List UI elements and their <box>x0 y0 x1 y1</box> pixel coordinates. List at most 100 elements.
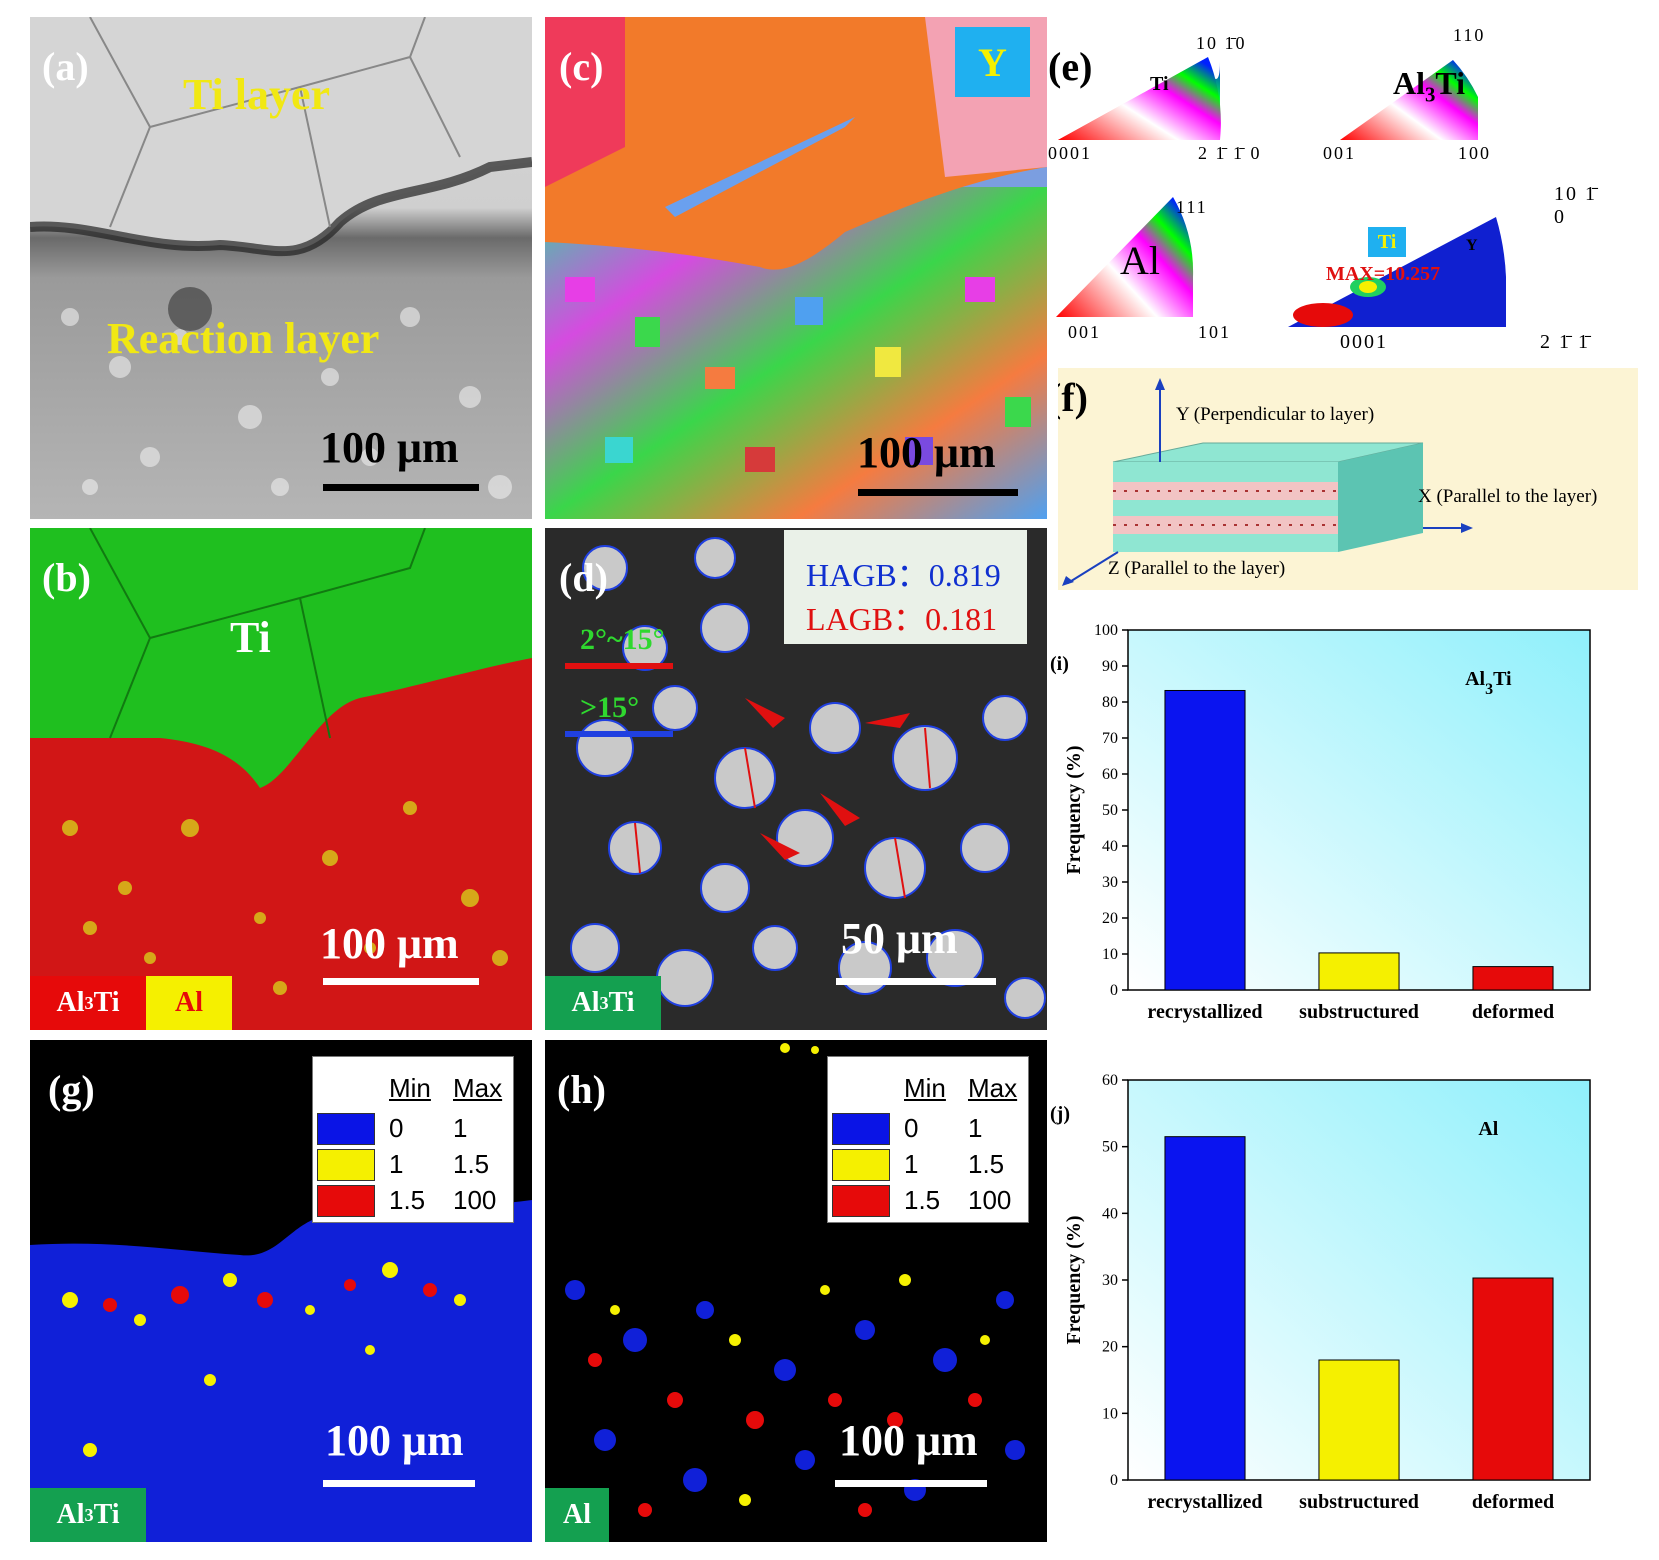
chart-j-al-frequency: 0 10 20 30 40 50 60 recrystallized substructured… <box>1050 1072 1591 1513</box>
scale-bar-c <box>858 489 1018 496</box>
pf-max: MAX=10.257 <box>1326 263 1441 285</box>
text-reaction-layer: Reaction layer <box>107 314 380 363</box>
bar-substructured <box>1318 952 1400 991</box>
chart-title: Al <box>1478 1118 1498 1140</box>
scale-bar-g <box>323 1480 475 1487</box>
ipf-ti-top: 10 1̄0 <box>1196 33 1247 53</box>
panel-e-ipf-keys: (e) Ti 10 1̄0 0001 2 1̄ 1̄ 0 Al3Ti 110 0… <box>1048 17 1608 357</box>
x-category-label: deformed <box>1472 1491 1554 1513</box>
tag-al3ti-g: Al 3 Ti <box>30 1488 146 1542</box>
y-tick-label: 0 <box>1110 982 1118 999</box>
legend-min-header: Min <box>389 1073 431 1103</box>
legend-row: 1 1.5 <box>313 1149 513 1181</box>
axis-y-label: Y (Perpendicular to layer) <box>1176 404 1375 425</box>
sem-microstructure <box>30 17 532 499</box>
legend-high-angle-label: >15° <box>580 691 640 724</box>
panel-c-ipf-map: (c) Y 100 μm <box>545 17 1047 519</box>
bar-deformed <box>1472 966 1554 991</box>
y-tick-label: 60 <box>1102 766 1118 783</box>
scale-bar-label-h: 100 μm <box>839 1416 978 1465</box>
legend-min-value: 1 <box>904 1149 919 1179</box>
legend-max-value: 1 <box>968 1113 983 1143</box>
ipf-ti-name: Ti <box>1150 73 1169 95</box>
legend-swatch-red <box>317 1185 375 1217</box>
legend-max-value: 1.5 <box>453 1149 490 1179</box>
panel-label-g: (g) <box>48 1067 95 1112</box>
scale-bar-label-b: 100 μm <box>320 919 459 968</box>
panel-label-h: (h) <box>557 1067 606 1112</box>
y-tick-label: 30 <box>1102 874 1118 891</box>
legend-max-header: Max <box>968 1073 1018 1103</box>
kam-map-image-g <box>30 1200 532 1542</box>
pf-right: 2 1̄ 1̄ 0 <box>1540 331 1590 357</box>
bar-recrystallized <box>1164 689 1246 991</box>
legend-max-value: 1.5 <box>968 1149 1005 1179</box>
hagb-label: HAGB： <box>806 557 929 593</box>
ipf-map-image <box>545 17 1047 519</box>
panel-label: (j) <box>1050 1103 1070 1125</box>
legend-row: 1.5 100 <box>828 1185 1028 1217</box>
legend-min-header: Min <box>904 1073 946 1103</box>
y-axis-label: Frequency (%) <box>1063 745 1085 874</box>
legend-min-value: 1.5 <box>904 1185 941 1215</box>
x-category-label: deformed <box>1472 1001 1554 1023</box>
pf-left: 0001 <box>1340 331 1388 353</box>
y-tick-label: 20 <box>1102 910 1118 927</box>
panel-label-f: (f) <box>1058 375 1088 420</box>
legend-max-header: Max <box>453 1073 503 1103</box>
bar-recrystallized <box>1164 1136 1246 1481</box>
legend-swatch-red <box>832 1185 890 1217</box>
phase-map-image <box>30 528 532 995</box>
pf-top: 10 1̄ 0 <box>1554 183 1597 228</box>
legend-row: 1.5 100 <box>313 1185 513 1217</box>
lagb-value: 0.181 <box>925 601 998 637</box>
panel-b-phase-map: (b) Ti 100 μm Al 3 Ti Al <box>30 528 532 1030</box>
y-tick-label: 70 <box>1102 730 1118 747</box>
ipf-al3ti-left: 001 <box>1323 143 1356 163</box>
panel-label-c: (c) <box>559 44 604 89</box>
scale-bar-b <box>323 978 479 985</box>
y-tick-label: 50 <box>1102 1139 1118 1156</box>
scale-bar-label-a: 100 μm <box>320 423 459 472</box>
legend-max-value: 1 <box>453 1113 468 1143</box>
text-ti-phase: Ti <box>230 613 271 662</box>
ipf-triangles <box>1056 57 1506 327</box>
ipf-al3ti-name: Al3Ti <box>1393 65 1466 107</box>
scale-bar-d <box>836 978 996 985</box>
legend-low-angle-label: 2°~15° <box>580 623 665 656</box>
scale-bar-h <box>835 1480 987 1487</box>
lagb-label: LAGB： <box>806 601 926 637</box>
legend-max-value: 100 <box>453 1185 497 1215</box>
legend-swatch-yellow <box>832 1149 890 1181</box>
y-tick-label: 40 <box>1102 838 1118 855</box>
tag-al-h: Al <box>545 1488 609 1542</box>
y-tick-label: 40 <box>1102 1205 1118 1222</box>
x-category-label: substructured <box>1299 1491 1419 1513</box>
panel-d-grain-boundary-map: (d) HAGB：0.819 LAGB：0.181 2°~15° >15° 50… <box>545 528 1047 1030</box>
text-ti-layer: Ti layer <box>183 70 331 119</box>
axis-z-label: Z (Parallel to the layer) <box>1108 558 1286 579</box>
bar-deformed <box>1472 1277 1554 1481</box>
tag-al3ti-d: Al 3 Ti <box>545 976 661 1030</box>
hagb-lagb-box: HAGB：0.819 LAGB：0.181 <box>784 530 1027 644</box>
panel-f-coordinate-sketch: (f) Y (Perpendicular to layer) X (Parall… <box>1058 368 1638 590</box>
y-tick-label: 50 <box>1102 802 1118 819</box>
chart-i-al3ti-frequency: 0 10 20 30 40 50 60 70 80 90 100 recrystallized subs… <box>1050 622 1591 1023</box>
pf-ti-tag: Ti <box>1368 227 1406 257</box>
ipf-al3ti-top: 110 <box>1453 25 1486 45</box>
x-category-label: recrystallized <box>1147 1491 1262 1513</box>
scale-bar-a <box>323 484 479 491</box>
y-tick-label: 90 <box>1102 658 1118 675</box>
legend-max-value: 100 <box>968 1185 1012 1215</box>
tag-al3ti: Al 3 Ti <box>30 976 146 1030</box>
legend-swatch-blue <box>317 1113 375 1145</box>
y-tick-label: 10 <box>1102 946 1118 963</box>
grain-boundary-image <box>565 537 1046 1019</box>
legend-swatch-yellow <box>317 1149 375 1181</box>
y-tick-label: 80 <box>1102 694 1118 711</box>
